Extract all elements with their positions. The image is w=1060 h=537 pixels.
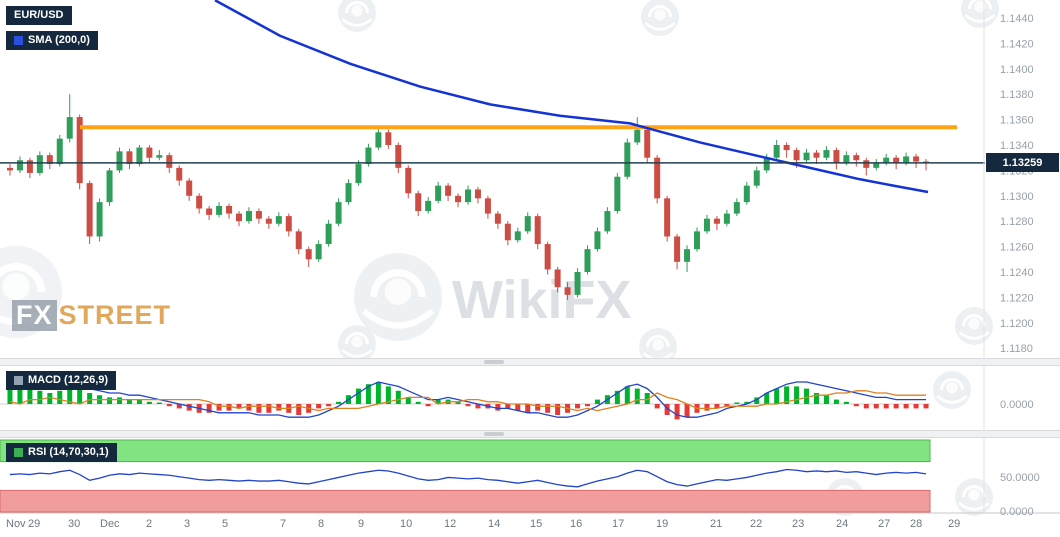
- svg-text:3: 3: [184, 518, 190, 530]
- svg-text:23: 23: [792, 518, 804, 530]
- panel-resize-handle[interactable]: [484, 432, 504, 436]
- sma-badge: SMA (200,0): [6, 31, 98, 50]
- rsi-label: RSI (14,70,30,1): [28, 446, 109, 458]
- svg-text:10: 10: [400, 518, 412, 530]
- svg-text:30: 30: [68, 518, 80, 530]
- svg-text:14: 14: [488, 518, 500, 530]
- svg-text:24: 24: [836, 518, 848, 530]
- svg-text:16: 16: [570, 518, 582, 530]
- svg-text:22: 22: [750, 518, 762, 530]
- svg-text:29: 29: [28, 518, 40, 530]
- rsi-indicator-icon: [14, 448, 23, 457]
- macd-label: MACD (12,26,9): [28, 374, 109, 386]
- svg-text:12: 12: [444, 518, 456, 530]
- svg-text:7: 7: [280, 518, 286, 530]
- svg-text:17: 17: [612, 518, 624, 530]
- fxstreet-watermark-logo: FX STREET: [12, 300, 171, 331]
- svg-text:1.1220: 1.1220: [1000, 292, 1034, 304]
- svg-text:1.1200: 1.1200: [1000, 318, 1034, 330]
- svg-text:1.1440: 1.1440: [1000, 13, 1034, 25]
- svg-text:28: 28: [910, 518, 922, 530]
- svg-text:1.1380: 1.1380: [1000, 89, 1034, 101]
- sma-label: SMA (200,0): [28, 34, 90, 46]
- panel-separator: [0, 430, 1060, 438]
- svg-text:50.0000: 50.0000: [1000, 472, 1040, 484]
- svg-text:1.1260: 1.1260: [1000, 242, 1034, 254]
- panel-resize-handle[interactable]: [484, 360, 504, 364]
- symbol-badge: EUR/USD: [6, 6, 72, 25]
- svg-text:9: 9: [358, 518, 364, 530]
- svg-text:Nov: Nov: [6, 518, 26, 530]
- rsi-badge: RSI (14,70,30,1): [6, 443, 117, 462]
- svg-text:27: 27: [878, 518, 890, 530]
- svg-text:1.1300: 1.1300: [1000, 191, 1034, 203]
- fxstreet-fx-mark: FX: [12, 300, 57, 331]
- svg-text:1.1240: 1.1240: [1000, 267, 1034, 279]
- svg-text:1.1400: 1.1400: [1000, 64, 1034, 76]
- sma-indicator-icon: [14, 36, 23, 45]
- svg-text:1.1360: 1.1360: [1000, 115, 1034, 127]
- macd-badge: MACD (12,26,9): [6, 371, 117, 390]
- svg-text:29: 29: [948, 518, 960, 530]
- panel-separator: [0, 358, 1060, 366]
- svg-text:8: 8: [318, 518, 324, 530]
- svg-text:0.0000: 0.0000: [1000, 399, 1034, 411]
- svg-text:5: 5: [222, 518, 228, 530]
- last-price-badge: 1.13259: [986, 153, 1059, 172]
- last-price-value: 1.13259: [1002, 156, 1043, 169]
- svg-text:WikiFX: WikiFX: [452, 270, 632, 330]
- svg-text:1.1180: 1.1180: [1000, 343, 1033, 355]
- svg-text:Dec: Dec: [100, 518, 120, 530]
- svg-text:21: 21: [710, 518, 722, 530]
- fxstreet-street-mark: STREET: [58, 300, 172, 330]
- svg-text:1.1420: 1.1420: [1000, 38, 1034, 50]
- symbol-label: EUR/USD: [14, 9, 64, 21]
- svg-text:1.1340: 1.1340: [1000, 140, 1034, 152]
- svg-text:19: 19: [656, 518, 668, 530]
- macd-indicator-icon: [14, 376, 23, 385]
- svg-text:15: 15: [530, 518, 542, 530]
- svg-text:2: 2: [146, 518, 152, 530]
- svg-text:0.0000: 0.0000: [1000, 506, 1034, 518]
- svg-text:1.1280: 1.1280: [1000, 216, 1034, 228]
